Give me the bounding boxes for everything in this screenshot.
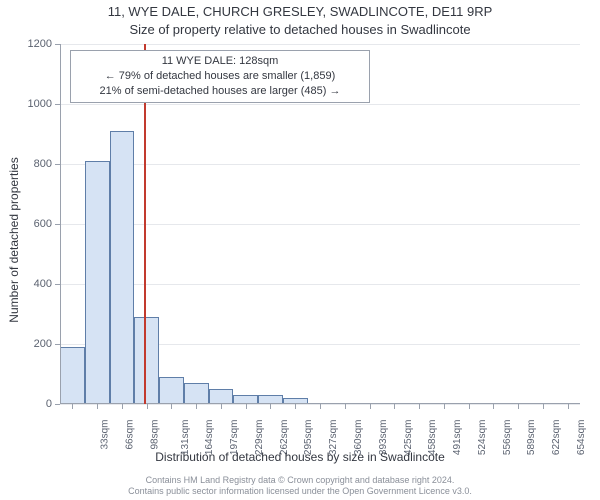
bar — [85, 161, 110, 404]
bar — [209, 389, 234, 404]
y-tick-label: 1200 — [22, 38, 52, 50]
page-subtitle: Size of property relative to detached ho… — [0, 22, 600, 37]
footer-line-1: Contains HM Land Registry data © Crown c… — [0, 475, 600, 487]
x-tick-mark — [295, 404, 296, 409]
y-tick-mark — [55, 104, 60, 105]
x-tick-mark — [196, 404, 197, 409]
x-tick-mark — [493, 404, 494, 409]
y-tick-mark — [55, 224, 60, 225]
y-tick-mark — [55, 164, 60, 165]
y-axis-label: Number of detached properties — [7, 157, 21, 322]
x-tick-mark — [122, 404, 123, 409]
y-tick-label: 600 — [22, 218, 52, 230]
x-tick-mark — [246, 404, 247, 409]
chart-container: 11, WYE DALE, CHURCH GRESLEY, SWADLINCOT… — [0, 0, 600, 500]
callout-line-1: 11 WYE DALE: 128sqm — [77, 54, 363, 69]
bar — [134, 317, 159, 404]
y-tick-mark — [55, 404, 60, 405]
x-tick-mark — [419, 404, 420, 409]
x-tick-label: 33sqm — [100, 420, 111, 450]
y-tick-label: 0 — [22, 398, 52, 410]
x-tick-mark — [97, 404, 98, 409]
y-tick-label: 400 — [22, 278, 52, 290]
x-tick-mark — [444, 404, 445, 409]
x-tick-mark — [469, 404, 470, 409]
bar — [159, 377, 184, 404]
x-tick-mark — [345, 404, 346, 409]
bar — [184, 383, 209, 404]
y-tick-mark — [55, 44, 60, 45]
x-tick-mark — [171, 404, 172, 409]
bar — [60, 347, 85, 404]
x-tick-mark — [147, 404, 148, 409]
x-tick-label: 66sqm — [125, 420, 136, 450]
x-tick-mark — [518, 404, 519, 409]
callout-line-2: ← 79% of detached houses are smaller (1,… — [77, 69, 363, 84]
x-tick-mark — [221, 404, 222, 409]
y-tick-label: 1000 — [22, 98, 52, 110]
x-axis-label: Distribution of detached houses by size … — [0, 450, 600, 464]
x-tick-mark — [320, 404, 321, 409]
x-tick-mark — [394, 404, 395, 409]
x-tick-label: 98sqm — [149, 420, 160, 450]
y-axis-line — [60, 44, 61, 404]
plot-area: 11 WYE DALE: 128sqm ← 79% of detached ho… — [60, 44, 580, 404]
bar — [110, 131, 135, 404]
x-tick-mark — [543, 404, 544, 409]
x-tick-mark — [568, 404, 569, 409]
x-tick-mark — [72, 404, 73, 409]
footer: Contains HM Land Registry data © Crown c… — [0, 475, 600, 498]
page-title: 11, WYE DALE, CHURCH GRESLEY, SWADLINCOT… — [0, 4, 600, 19]
y-tick-mark — [55, 284, 60, 285]
y-tick-mark — [55, 344, 60, 345]
callout-line-3: 21% of semi-detached houses are larger (… — [77, 84, 363, 99]
footer-line-2: Contains public sector information licen… — [0, 486, 600, 498]
callout-box: 11 WYE DALE: 128sqm ← 79% of detached ho… — [70, 50, 370, 103]
y-tick-label: 800 — [22, 158, 52, 170]
x-tick-mark — [270, 404, 271, 409]
x-tick-mark — [370, 404, 371, 409]
y-tick-label: 200 — [22, 338, 52, 350]
